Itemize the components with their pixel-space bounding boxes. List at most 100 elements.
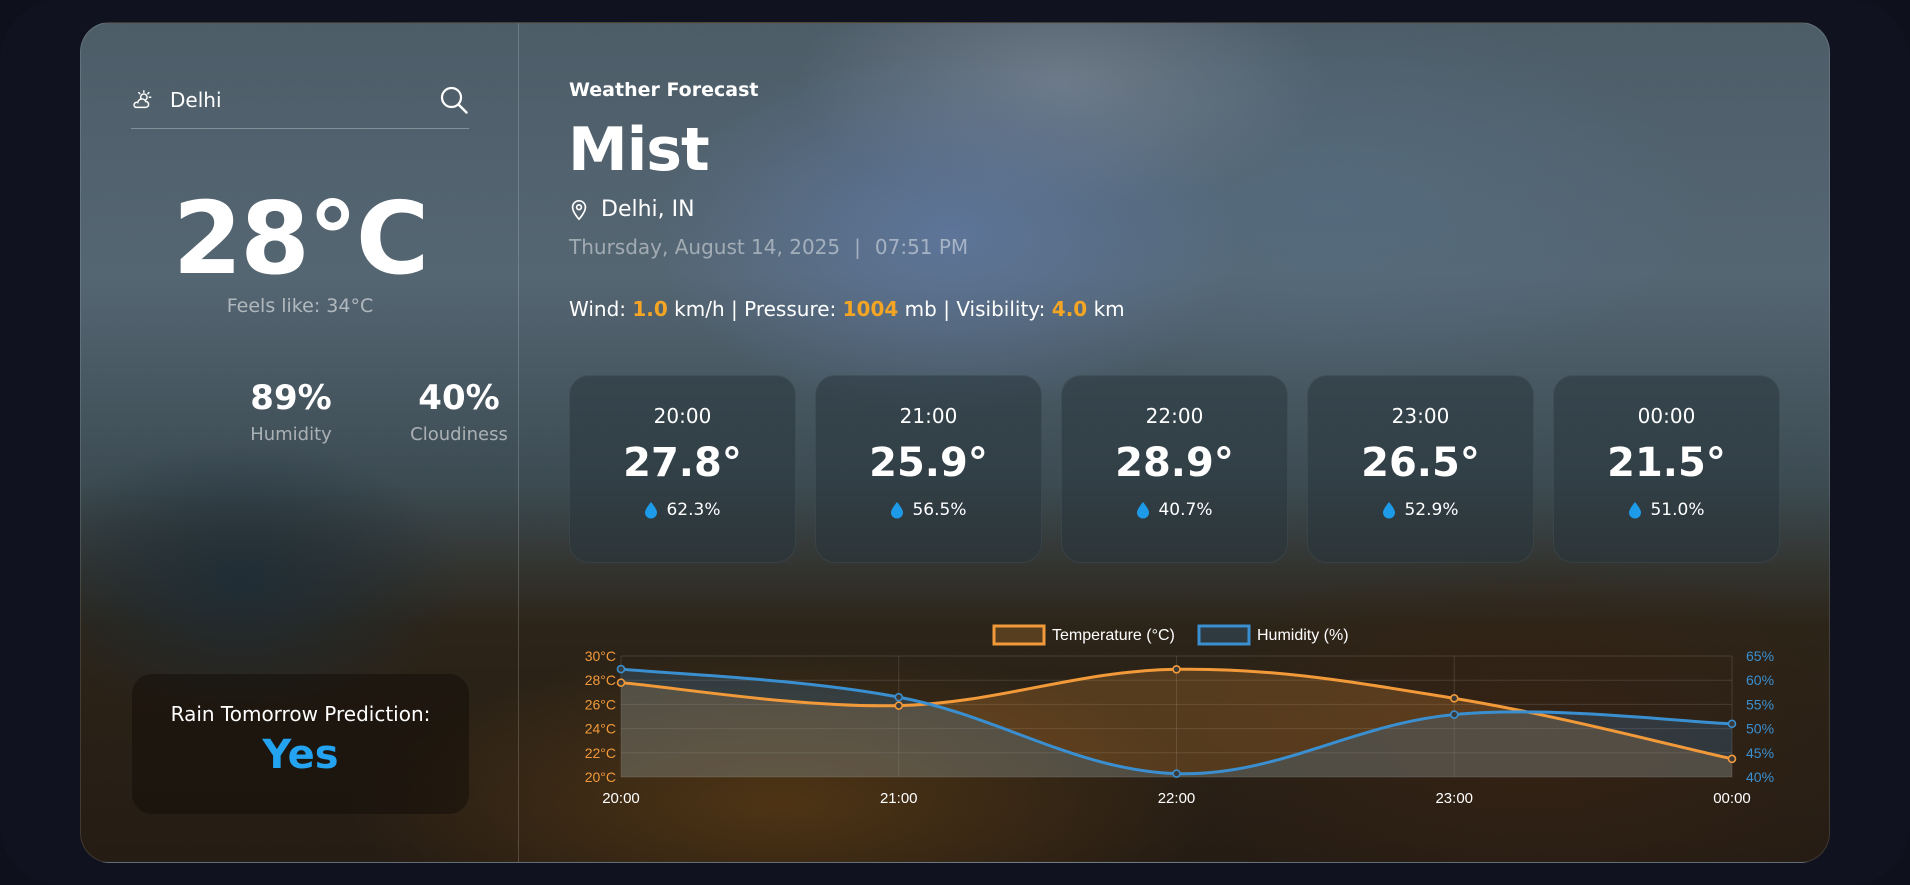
rain-prediction-answer: Yes xyxy=(262,732,339,778)
hourly-humidity-value: 62.3% xyxy=(666,500,721,520)
pressure-value: 1004 xyxy=(842,297,899,321)
data-point xyxy=(616,678,626,687)
sidebar: Delhi 28°C Feels like: 34°C 89% Humidity… xyxy=(81,23,519,862)
location-pin-icon xyxy=(571,199,587,220)
hourly-temperature: 21.5° xyxy=(1607,440,1726,486)
x-tick-label: 21:00 xyxy=(880,790,918,807)
legend-swatch xyxy=(992,624,1046,646)
water-drop-icon xyxy=(891,502,904,519)
data-point xyxy=(1727,719,1737,729)
water-drop-icon xyxy=(645,502,658,519)
metrics-divider: | xyxy=(731,297,738,321)
data-point xyxy=(616,664,626,674)
visibility-value: 4.0 xyxy=(1051,297,1088,321)
y-left-tick-label: 26°C xyxy=(585,696,616,712)
hourly-humidity: 40.7% xyxy=(1062,500,1287,520)
y-right-tick-label: 65% xyxy=(1746,648,1774,664)
water-drop-icon xyxy=(1137,502,1150,519)
y-left-tick-label: 24°C xyxy=(585,721,616,737)
feels-like: Feels like: 34°C xyxy=(226,295,374,317)
x-tick-label: 20:00 xyxy=(602,790,640,807)
y-left-tick-label: 22°C xyxy=(585,745,616,761)
hourly-humidity-value: 40.7% xyxy=(1158,500,1213,520)
time-text: 07:51 PM xyxy=(874,235,969,259)
series-area xyxy=(621,669,1732,777)
hourly-humidity: 52.9% xyxy=(1308,500,1533,520)
water-drop-icon xyxy=(1629,502,1642,519)
partly-cloudy-icon xyxy=(133,90,152,109)
y-right-tick-label: 55% xyxy=(1746,696,1774,712)
humidity-label: Humidity xyxy=(250,424,332,445)
x-tick-label: 00:00 xyxy=(1713,790,1751,807)
y-left-tick-label: 20°C xyxy=(585,769,616,785)
y-left-tick-label: 28°C xyxy=(585,672,616,688)
x-tick-label: 23:00 xyxy=(1435,790,1473,807)
water-drop-icon xyxy=(1383,502,1396,519)
forecast-chart: 20°C 22°C 24°C 26°C 28°C 30°C 40% 45% 50% 55% 60% 6… xyxy=(585,624,1774,807)
weather-condition: Mist xyxy=(568,115,710,185)
date-text: Thursday, August 14, 2025 xyxy=(569,235,841,259)
rain-prediction-box: Rain Tomorrow Prediction: Yes xyxy=(132,674,469,814)
series-area xyxy=(621,669,1732,777)
hourly-temperature: 26.5° xyxy=(1361,440,1480,486)
hourly-card[interactable]: 22:00 28.9° 40.7% xyxy=(1061,375,1288,563)
date-time: Thursday, August 14, 2025 | 07:51 PM xyxy=(569,235,968,259)
hourly-time: 21:00 xyxy=(899,404,958,428)
weather-card: Delhi 28°C Feels like: 34°C 89% Humidity… xyxy=(80,22,1830,863)
weather-metrics: Wind: 1.0 km/h | Pressure: 1004 mb | Vis… xyxy=(569,297,1125,321)
city-name[interactable]: Delhi xyxy=(170,88,222,112)
hourly-card[interactable]: 21:00 25.9° 56.5% xyxy=(815,375,1042,563)
y-right-tick-label: 50% xyxy=(1746,721,1774,737)
hourly-time: 22:00 xyxy=(1145,404,1204,428)
cloudiness-value: 40% xyxy=(418,378,500,418)
data-point xyxy=(1172,769,1181,778)
hourly-card[interactable]: 20:00 27.8° 62.3% xyxy=(569,375,796,563)
city-search-bar[interactable]: Delhi xyxy=(131,67,469,129)
location-text: Delhi, IN xyxy=(601,197,695,222)
wind-value: 1.0 xyxy=(632,297,668,321)
y-right-tick-label: 60% xyxy=(1746,672,1774,688)
data-point xyxy=(894,701,904,710)
hourly-card[interactable]: 00:00 21.5° 51.0% xyxy=(1553,375,1780,563)
legend-swatch xyxy=(1197,624,1251,646)
data-point xyxy=(1727,754,1737,764)
hourly-temperature: 28.9° xyxy=(1115,440,1234,486)
wind-unit: km/h xyxy=(674,297,725,321)
wind-label: Wind: xyxy=(569,297,627,321)
hourly-card[interactable]: 23:00 26.5° 52.9% xyxy=(1307,375,1534,563)
data-point xyxy=(894,692,904,702)
data-point xyxy=(1172,665,1181,674)
cloudiness-stat: 40% Cloudiness xyxy=(379,378,539,445)
x-tick-label: 22:00 xyxy=(1158,790,1196,807)
hourly-humidity-value: 51.0% xyxy=(1650,500,1705,520)
cloudiness-label: Cloudiness xyxy=(410,424,508,445)
y-right-tick-label: 45% xyxy=(1746,745,1774,761)
hourly-time: 23:00 xyxy=(1391,404,1450,428)
y-left-tick-label: 30°C xyxy=(585,648,616,664)
rain-prediction-title: Rain Tomorrow Prediction: xyxy=(170,702,431,726)
location: Delhi, IN xyxy=(569,197,695,222)
y-right-tick-label: 40% xyxy=(1746,769,1774,785)
search-icon[interactable] xyxy=(439,85,469,115)
section-subtitle: Weather Forecast xyxy=(569,79,759,101)
humidity-stat: 89% Humidity xyxy=(211,378,371,445)
hourly-humidity-value: 56.5% xyxy=(912,500,967,520)
hourly-time: 20:00 xyxy=(653,404,712,428)
visibility-unit: km xyxy=(1093,297,1125,321)
data-point xyxy=(1449,694,1459,703)
hourly-humidity: 51.0% xyxy=(1554,500,1779,520)
hourly-humidity-value: 52.9% xyxy=(1404,500,1459,520)
hourly-temperature: 27.8° xyxy=(623,440,742,486)
pressure-unit: mb xyxy=(904,297,937,321)
date-time-separator: | xyxy=(854,235,861,259)
hourly-humidity: 62.3% xyxy=(570,500,795,520)
humidity-value: 89% xyxy=(250,378,332,418)
metrics-divider: | xyxy=(943,297,950,321)
hourly-humidity: 56.5% xyxy=(816,500,1041,520)
current-temperature: 28°C xyxy=(172,180,430,297)
legend-label: Humidity (%) xyxy=(1257,627,1349,644)
pressure-label: Pressure: xyxy=(744,297,837,321)
legend-label: Temperature (°C) xyxy=(1052,627,1175,644)
visibility-label: Visibility: xyxy=(956,297,1046,321)
